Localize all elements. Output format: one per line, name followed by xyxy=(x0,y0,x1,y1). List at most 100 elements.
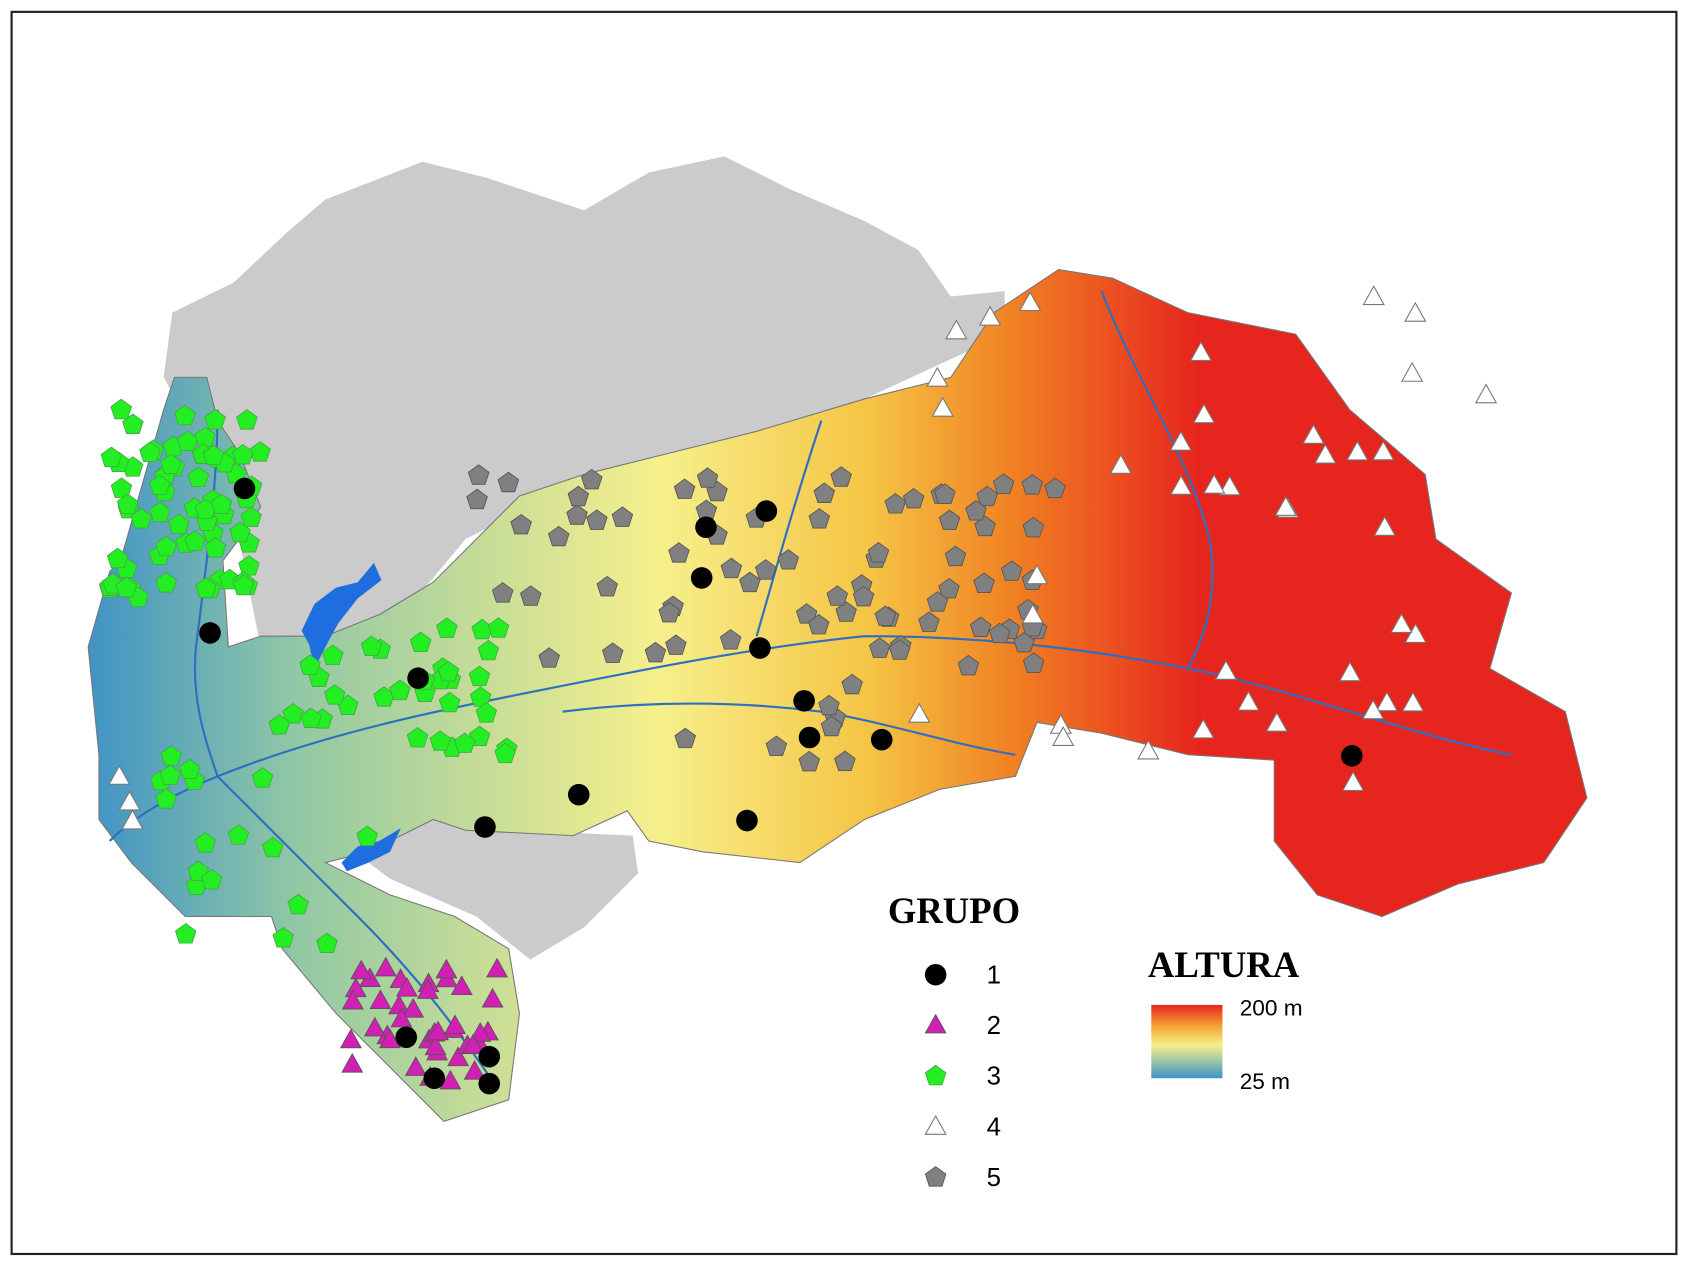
site-group-3 xyxy=(204,536,227,558)
site-group-1 xyxy=(798,726,821,749)
site-group-4 xyxy=(1192,718,1215,739)
site-group-3 xyxy=(251,767,274,788)
site-group-1 xyxy=(474,816,496,838)
site-group-2 xyxy=(924,1013,947,1034)
site-group-3 xyxy=(195,577,217,598)
site-group-3 xyxy=(240,506,262,528)
site-group-5 xyxy=(973,572,995,593)
site-group-1 xyxy=(695,516,717,539)
site-group-5 xyxy=(924,1166,947,1187)
site-group-3 xyxy=(227,824,250,845)
site-group-2 xyxy=(450,975,473,995)
site-group-3 xyxy=(238,555,260,576)
site-group-2 xyxy=(402,997,425,1018)
site-group-3 xyxy=(149,501,171,523)
site-group-5 xyxy=(868,637,891,658)
site-group-4 xyxy=(1018,291,1042,312)
site-group-1 xyxy=(793,690,815,712)
site-group-4 xyxy=(1372,440,1395,461)
site-group-4 xyxy=(1404,301,1427,322)
site-group-3 xyxy=(299,654,321,675)
site-group-3 xyxy=(178,758,201,780)
site-group-5 xyxy=(818,694,840,716)
site-group-2 xyxy=(447,1046,470,1067)
legend-label: 3 xyxy=(987,1063,1001,1091)
site-group-4 xyxy=(1192,403,1216,424)
site-group-2 xyxy=(350,959,373,980)
site-group-5 xyxy=(1022,652,1045,673)
site-group-5 xyxy=(798,750,821,772)
site-group-3 xyxy=(184,530,206,551)
site-group-3 xyxy=(110,477,133,498)
legend-label: 5 xyxy=(987,1164,1001,1192)
site-group-4 xyxy=(1169,474,1193,495)
site-group-5 xyxy=(957,654,980,676)
site-group-5 xyxy=(884,493,907,514)
site-group-5 xyxy=(820,715,843,737)
site-group-3 xyxy=(453,732,476,753)
site-group-2 xyxy=(341,989,364,1010)
site-group-5 xyxy=(1044,477,1066,499)
site-group-3 xyxy=(924,1064,947,1086)
site-group-2 xyxy=(435,958,458,979)
site-group-4 xyxy=(1474,383,1498,404)
site-group-3 xyxy=(262,836,284,858)
site-group-3 xyxy=(194,831,217,853)
site-group-3 xyxy=(167,513,190,534)
site-group-3 xyxy=(155,535,177,557)
site-group-3 xyxy=(148,474,171,495)
site-group-4 xyxy=(1021,603,1044,624)
site-group-3 xyxy=(139,441,161,463)
site-group-1 xyxy=(1341,745,1363,767)
site-group-3 xyxy=(100,446,123,468)
site-group-3 xyxy=(300,707,322,729)
site-group-3 xyxy=(429,730,451,751)
site-group-1 xyxy=(423,1067,446,1090)
site-group-2 xyxy=(463,1059,486,1080)
site-group-3 xyxy=(130,507,153,529)
site-group-3 xyxy=(437,660,460,682)
site-group-2 xyxy=(363,1016,386,1037)
site-group-2 xyxy=(416,979,439,999)
site-group-2 xyxy=(404,1056,427,1076)
site-group-3 xyxy=(160,745,182,766)
site-group-5 xyxy=(644,641,667,663)
site-group-2 xyxy=(339,1028,362,1049)
legend-title: GRUPO xyxy=(888,890,1020,931)
site-group-5 xyxy=(601,642,624,663)
site-group-5 xyxy=(918,611,940,632)
site-group-4 xyxy=(926,366,949,387)
site-group-5 xyxy=(580,468,603,490)
site-group-3 xyxy=(232,444,254,465)
site-group-5 xyxy=(520,585,542,606)
site-group-4 xyxy=(1265,711,1288,732)
site-group-5 xyxy=(538,647,560,668)
site-group-5 xyxy=(466,488,488,510)
site-group-1 xyxy=(736,809,758,832)
site-group-5 xyxy=(510,513,532,535)
site-group-5 xyxy=(938,577,960,599)
site-group-1 xyxy=(478,1072,501,1095)
site-group-2 xyxy=(395,977,418,997)
legend-label: 2 xyxy=(987,1012,1001,1040)
site-group-5 xyxy=(765,735,788,757)
site-group-5 xyxy=(813,482,836,503)
site-group-3 xyxy=(389,679,411,701)
site-group-4 xyxy=(1404,622,1427,643)
site-group-4 xyxy=(1203,473,1226,494)
site-group-1 xyxy=(395,1026,418,1049)
site-group-3 xyxy=(406,726,429,748)
site-group-1 xyxy=(407,667,429,689)
site-group-4 xyxy=(1109,453,1132,474)
site-group-4 xyxy=(908,702,931,723)
site-group-5 xyxy=(1000,560,1023,581)
site-group-2 xyxy=(374,956,397,977)
site-group-5 xyxy=(938,509,961,531)
site-group-5 xyxy=(596,575,618,597)
site-group-3 xyxy=(494,742,516,764)
site-group-5 xyxy=(497,471,520,493)
site-group-5 xyxy=(852,585,875,607)
legend: 1 2 3 4 5 xyxy=(924,961,1001,1192)
site-group-4 xyxy=(1401,691,1425,712)
elevation-legend-title: ALTURA xyxy=(1148,944,1300,985)
